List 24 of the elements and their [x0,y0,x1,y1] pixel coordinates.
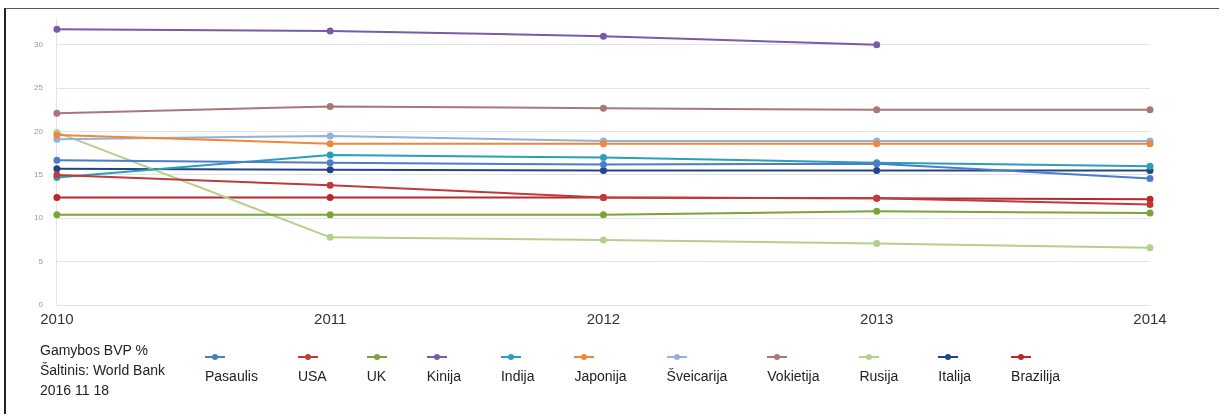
legend-label: Šveicarija [666,368,728,384]
y-tick-label: 20 [33,126,44,136]
x-tick-label: 2011 [314,310,347,328]
legend-label: Japonija [574,368,627,384]
x-tick-label: 2012 [586,310,621,328]
y-tick-label: 5 [38,256,44,266]
legend-label: Indija [500,368,535,384]
legend-label: USA [297,368,327,384]
text: Gamybos BVP % Šaltinis: World Bank 2016 11 18 [40,341,166,400]
x-tick-label: 2013 [860,310,894,328]
legend-label: Italija [938,368,972,384]
y-tick-label: 15 [33,170,44,180]
legend-label: UK [366,368,387,384]
legend-label: Pasaulis [205,368,258,384]
legend-label: Kinija [426,368,461,384]
legend-label: Brazilija [1011,368,1061,384]
legend-label: Vokietija [767,368,820,384]
y-tick-label: 30 [33,40,44,50]
y-tick-label: 0 [38,300,44,310]
x-tick-label: 2010 [40,310,74,328]
legend-label: Rusija [859,368,899,384]
x-tick-label: 2014 [1133,310,1167,328]
y-tick-label: 10 [33,213,44,223]
y-tick-label: 25 [33,83,44,93]
